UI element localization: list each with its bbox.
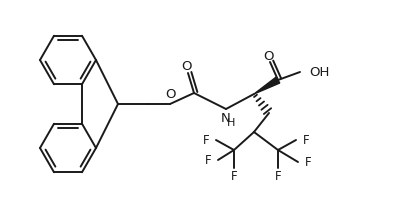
Text: N: N bbox=[221, 112, 231, 125]
Text: F: F bbox=[231, 169, 237, 182]
Text: H: H bbox=[227, 118, 235, 128]
Text: O: O bbox=[165, 88, 175, 101]
Text: F: F bbox=[303, 134, 309, 147]
Text: O: O bbox=[263, 50, 273, 63]
Text: F: F bbox=[202, 134, 209, 147]
Polygon shape bbox=[254, 77, 280, 94]
Text: F: F bbox=[305, 155, 311, 168]
Text: O: O bbox=[181, 60, 191, 74]
Text: OH: OH bbox=[309, 67, 329, 80]
Text: F: F bbox=[275, 169, 281, 182]
Text: F: F bbox=[204, 154, 211, 167]
